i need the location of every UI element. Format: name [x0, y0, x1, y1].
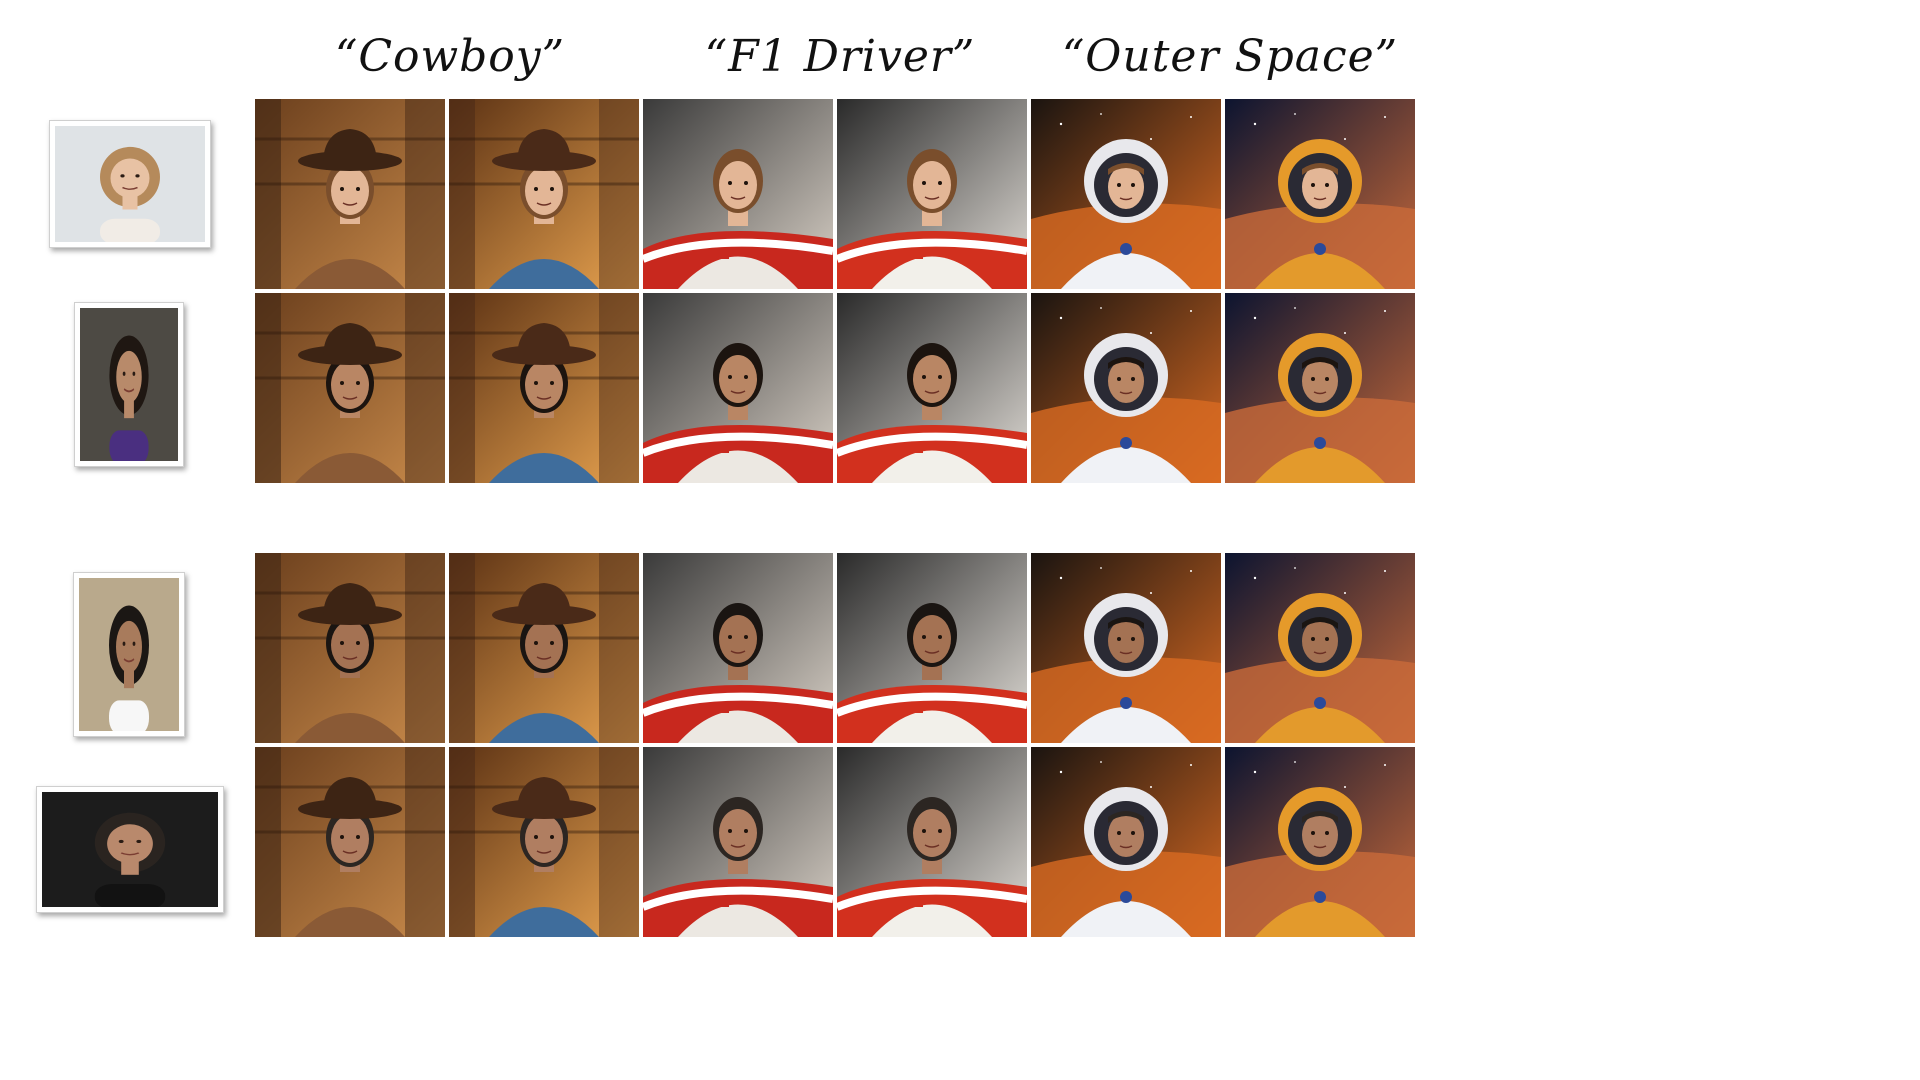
- generated-portrait: [837, 553, 1027, 743]
- generated-image-f1: [643, 99, 833, 289]
- generated-portrait: [1031, 553, 1221, 743]
- generated-image-space-mars: [1225, 293, 1415, 483]
- generated-portrait: [255, 553, 445, 743]
- portrait-drawing: [80, 308, 178, 461]
- generated-image-cowboy-closeup: [449, 99, 639, 289]
- column-header-f1-driver: “F1 Driver”: [704, 31, 976, 82]
- generated-portrait: [449, 553, 639, 743]
- generated-image-f1-car: [837, 293, 1027, 483]
- generated-image-cowboy: [255, 293, 445, 483]
- generated-portrait: [255, 99, 445, 289]
- generated-portrait: [449, 747, 639, 937]
- generated-portrait: [1031, 293, 1221, 483]
- reference-photo-2: [74, 302, 184, 467]
- generated-image-space: [1031, 293, 1221, 483]
- generated-portrait: [643, 99, 833, 289]
- generated-image-cowboy: [255, 747, 445, 937]
- column-header-cowboy: “Cowboy”: [334, 31, 566, 82]
- generated-image-space-mars: [1225, 553, 1415, 743]
- portrait-drawing: [42, 792, 218, 907]
- column-header-outer-space: “Outer Space”: [1061, 31, 1399, 82]
- generated-image-space: [1031, 747, 1221, 937]
- generated-image-f1: [643, 293, 833, 483]
- generated-image-space-mars: [1225, 747, 1415, 937]
- generated-portrait: [255, 747, 445, 937]
- generated-image-cowboy: [255, 99, 445, 289]
- generated-image-f1: [643, 553, 833, 743]
- generated-image-space-mars: [1225, 99, 1415, 289]
- generated-image-space: [1031, 99, 1221, 289]
- generated-portrait: [837, 293, 1027, 483]
- reference-photo-3: [73, 572, 185, 737]
- generated-portrait: [643, 293, 833, 483]
- generated-portrait: [449, 293, 639, 483]
- reference-photo-4: [36, 786, 224, 913]
- generated-portrait: [1225, 99, 1415, 289]
- generated-image-cowboy-closeup: [449, 747, 639, 937]
- generated-image-f1-car: [837, 747, 1027, 937]
- reference-photo-1: [49, 120, 211, 248]
- generated-portrait: [1225, 293, 1415, 483]
- generated-image-space: [1031, 553, 1221, 743]
- generated-image-cowboy: [255, 553, 445, 743]
- generated-image-f1-car: [837, 553, 1027, 743]
- portrait-drawing: [79, 578, 179, 731]
- generated-portrait: [1225, 553, 1415, 743]
- generated-portrait: [643, 553, 833, 743]
- generated-portrait: [1031, 99, 1221, 289]
- generated-portrait: [449, 99, 639, 289]
- generated-image-f1-car: [837, 99, 1027, 289]
- generated-image-cowboy-closeup: [449, 553, 639, 743]
- generated-portrait: [837, 99, 1027, 289]
- generated-portrait: [837, 747, 1027, 937]
- generated-portrait: [1225, 747, 1415, 937]
- generated-portrait: [1031, 747, 1221, 937]
- portrait-drawing: [55, 126, 205, 242]
- generated-portrait: [255, 293, 445, 483]
- generated-portrait: [643, 747, 833, 937]
- generated-image-cowboy-closeup: [449, 293, 639, 483]
- generated-image-f1: [643, 747, 833, 937]
